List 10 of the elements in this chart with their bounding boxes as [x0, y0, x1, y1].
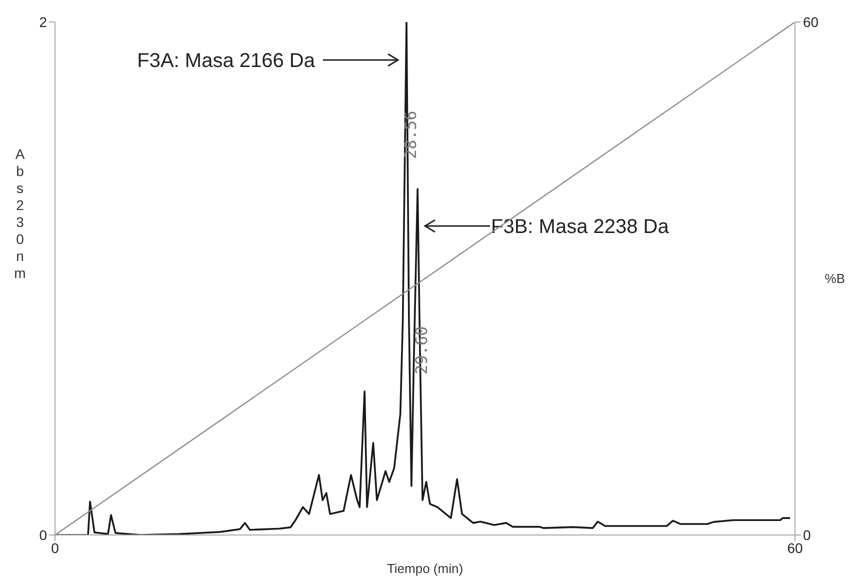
y2-tick-label: 0 [803, 526, 811, 543]
y2-axis-title: %B [824, 271, 845, 286]
annotation: 28.56 [400, 110, 420, 159]
y-axis-title: Abs230nm [14, 146, 26, 281]
annotation: 29.60 [412, 326, 431, 374]
y-tick-label: 2 [39, 14, 48, 30]
x-axis-title: Tiempo (min) [386, 561, 464, 576]
annotation: F3A: Masa 2166 Da [137, 50, 316, 72]
annotation: F3B: Masa 2238 Da [491, 216, 670, 238]
y2-tick-label: 60 [803, 14, 819, 30]
